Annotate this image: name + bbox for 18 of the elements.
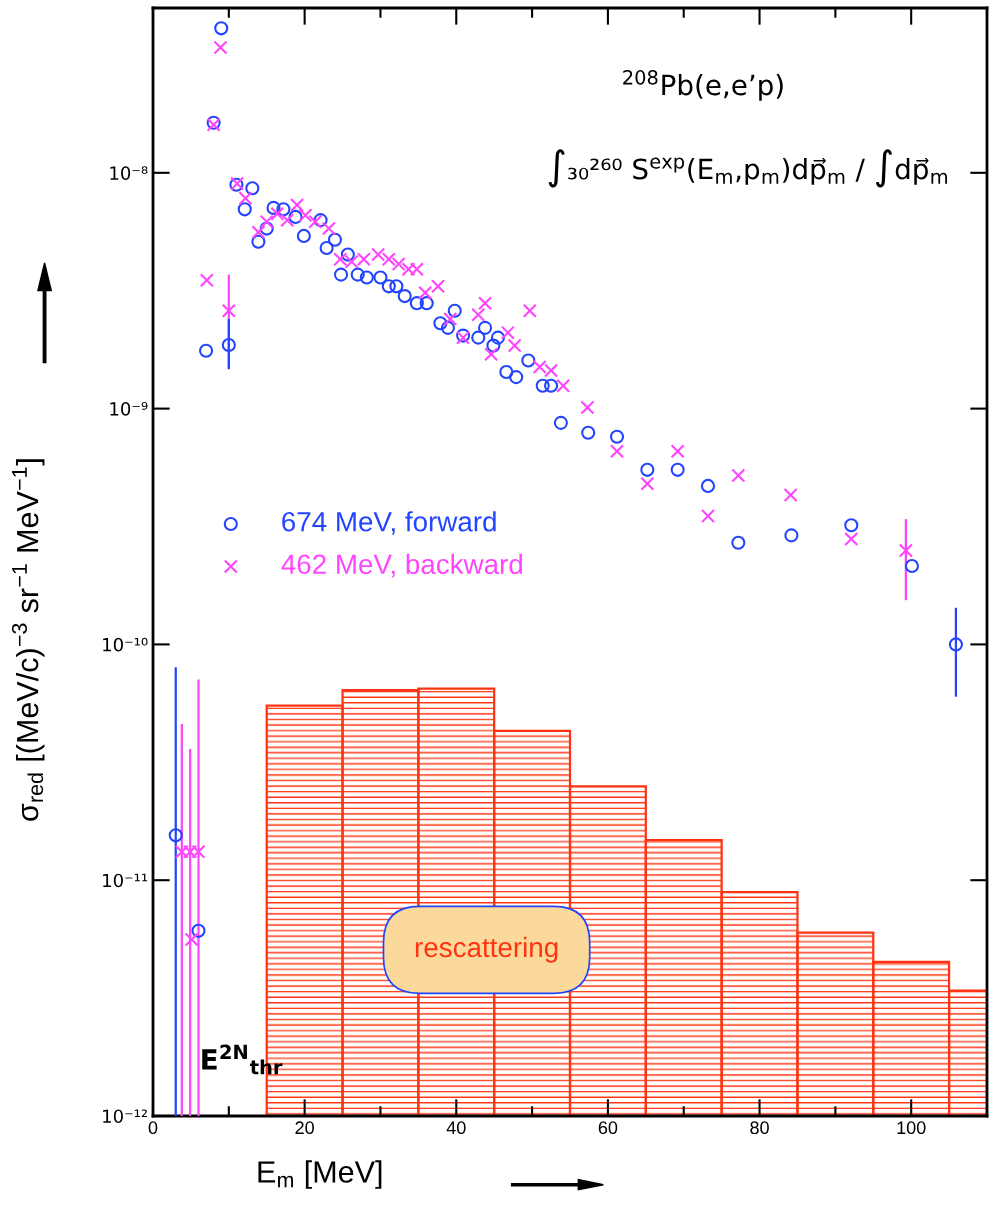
x-axis-title: E$_{m}$ [MeV] bbox=[258, 1160, 382, 1189]
legend-label: 462 MeV, backward bbox=[281, 553, 522, 578]
x-tick-label: 0 bbox=[148, 1121, 158, 1135]
series-label: rescattering bbox=[415, 936, 558, 963]
y-tick-label: 10⁻¹² bbox=[103, 1109, 147, 1124]
text: ∫₃₀²⁶⁰ S$^{exp}$(E$_{m}$,p$_{m}$)dp⃗$_{m}$ / ∫dp⃗$_{m}$ bbox=[548, 149, 947, 188]
legend-label: 674 MeV, forward bbox=[282, 511, 496, 535]
y-tick-label: 10⁻⁸ bbox=[110, 166, 148, 180]
annotation: $^{208}$Pb(e,e’p) bbox=[623, 70, 783, 101]
x-tick-label: 80 bbox=[750, 1121, 769, 1135]
text: σ$_{red}$ [(MeV/c)$^{−3}$ sr$^{−1}$ MeV$^{−1}$] bbox=[11, 459, 45, 821]
y-tick-label: 10⁻¹⁰ bbox=[103, 637, 148, 652]
y-tick-label: 10⁻¹¹ bbox=[103, 873, 148, 888]
x-tick-label: 100 bbox=[897, 1121, 926, 1135]
x-tick-label: 60 bbox=[598, 1121, 618, 1135]
x-tick-label: 20 bbox=[295, 1121, 314, 1135]
x-tick-label: 40 bbox=[446, 1121, 466, 1135]
y-tick-label: 10⁻⁹ bbox=[110, 402, 148, 416]
